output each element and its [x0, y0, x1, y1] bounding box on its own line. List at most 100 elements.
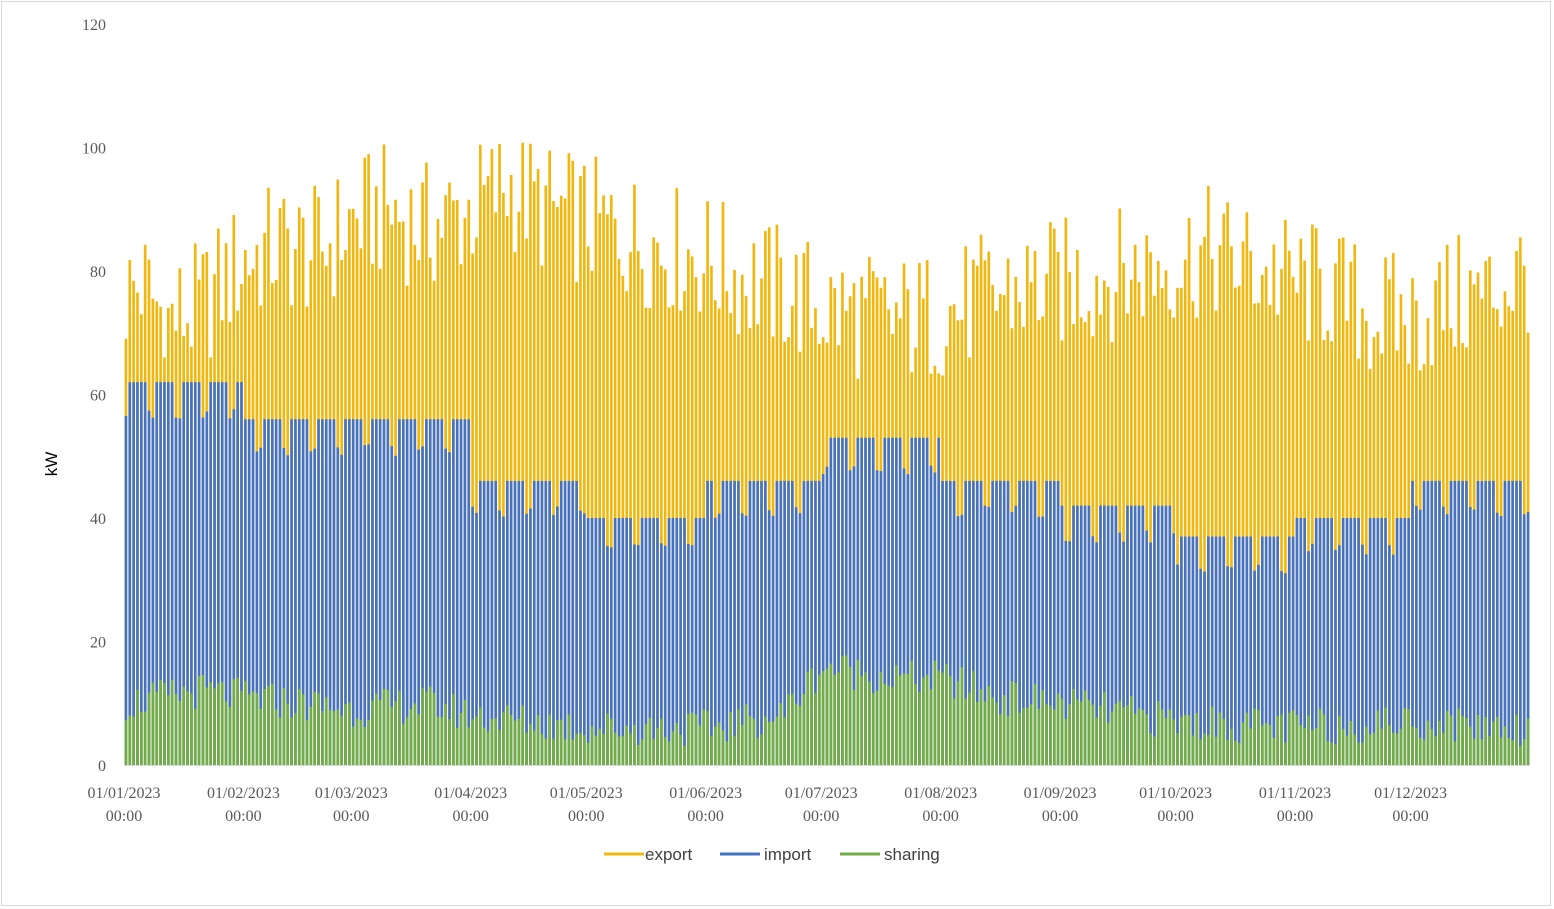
bar-sharing [937, 670, 941, 765]
bar-sharing [609, 718, 613, 765]
bar-sharing [355, 718, 359, 765]
y-tick-label: 20 [90, 635, 106, 652]
bar-import [617, 518, 621, 765]
bar-import [660, 543, 663, 765]
bar-sharing [748, 716, 752, 765]
bar-sharing [244, 681, 247, 765]
bar-import [1260, 536, 1264, 765]
bar-sharing [1280, 714, 1283, 765]
bar-import [278, 419, 282, 765]
bar-sharing [598, 728, 602, 765]
bar-import [567, 480, 571, 765]
bar-sharing [1010, 681, 1014, 765]
bar-import [197, 382, 201, 765]
bar-import [351, 419, 355, 765]
bar-sharing [255, 693, 259, 765]
bar-import [1391, 554, 1395, 765]
bar-import [559, 480, 563, 765]
bar-sharing [1287, 712, 1291, 765]
bar-import [1334, 549, 1337, 765]
bar-import [1137, 505, 1141, 765]
bar-sharing [409, 708, 413, 765]
bar-sharing [1122, 707, 1125, 765]
bar-import [274, 419, 278, 765]
bar-sharing [1114, 703, 1118, 765]
bar-import [644, 518, 648, 765]
x-tick-label-date: 01/06/2023 [669, 785, 742, 802]
bar-import [921, 437, 925, 765]
bar-sharing [987, 686, 991, 765]
bar-sharing [236, 677, 239, 765]
bar-import [1426, 480, 1430, 765]
bar-import [1103, 505, 1106, 765]
bar-sharing [1264, 722, 1268, 765]
bar-export [1384, 257, 1387, 765]
bar-export [1218, 245, 1222, 765]
bar-import [1345, 518, 1349, 765]
bar-sharing [509, 714, 513, 765]
bar-import [667, 518, 671, 765]
bar-sharing [1349, 720, 1353, 765]
bar-import [398, 419, 401, 765]
bar-sharing [1403, 708, 1407, 765]
bar-import [548, 480, 551, 765]
bar-import [436, 419, 440, 765]
bar-import [783, 480, 786, 765]
bar-import [1091, 536, 1095, 765]
bar-sharing [1168, 709, 1172, 765]
bar-sharing [444, 704, 447, 765]
bar-export [629, 252, 632, 765]
bar-import [1438, 480, 1441, 765]
bar-sharing [197, 676, 201, 765]
bar-sharing [1187, 715, 1191, 765]
bar-import [1380, 518, 1384, 765]
bar-sharing [1295, 715, 1299, 765]
bar-import [201, 417, 205, 765]
bar-import [856, 437, 860, 765]
bar-sharing [636, 744, 640, 765]
bar-import [975, 480, 979, 765]
bar-sharing [1214, 736, 1218, 765]
bar-import [1249, 536, 1253, 765]
bar-import [1180, 536, 1183, 765]
bar-sharing [1137, 708, 1141, 765]
bar-import [448, 452, 451, 765]
bar-import [764, 480, 767, 765]
bar-sharing [1076, 699, 1079, 765]
bar-import [1415, 505, 1418, 765]
bar-export [1222, 213, 1226, 765]
bar-import [1434, 480, 1437, 765]
bar-sharing [1230, 728, 1233, 765]
bar-import [675, 518, 679, 765]
bar-import [286, 455, 290, 765]
x-tick-label-time: 00:00 [452, 808, 488, 825]
x-tick-label-date: 01/07/2023 [785, 785, 858, 802]
bar-sharing [1307, 715, 1310, 765]
bar-sharing [1103, 691, 1106, 765]
bar-sharing [1364, 726, 1368, 765]
bar-sharing [918, 691, 921, 765]
bar-import [374, 419, 378, 765]
bar-import [999, 480, 1002, 765]
bar-import [525, 513, 528, 765]
bar-import [190, 382, 193, 765]
bar-sharing [1203, 733, 1206, 765]
bar-import [536, 480, 540, 765]
bar-sharing [390, 706, 394, 765]
bar-sharing [575, 733, 578, 765]
x-tick-label-date: 01/05/2023 [550, 785, 623, 802]
bar-sharing [1357, 742, 1360, 765]
bar-import [428, 419, 432, 765]
bar-import [1049, 480, 1052, 765]
bar-import [205, 411, 209, 765]
bar-sharing [1129, 696, 1133, 765]
bar-sharing [1037, 708, 1041, 765]
bar-sharing [1241, 722, 1245, 765]
bar-import [891, 437, 894, 765]
bar-import [656, 518, 659, 765]
bar-sharing [1422, 739, 1426, 765]
bar-sharing [779, 703, 783, 765]
bar-import [621, 518, 625, 765]
bar-export [552, 201, 555, 765]
bar-import [1303, 518, 1306, 765]
